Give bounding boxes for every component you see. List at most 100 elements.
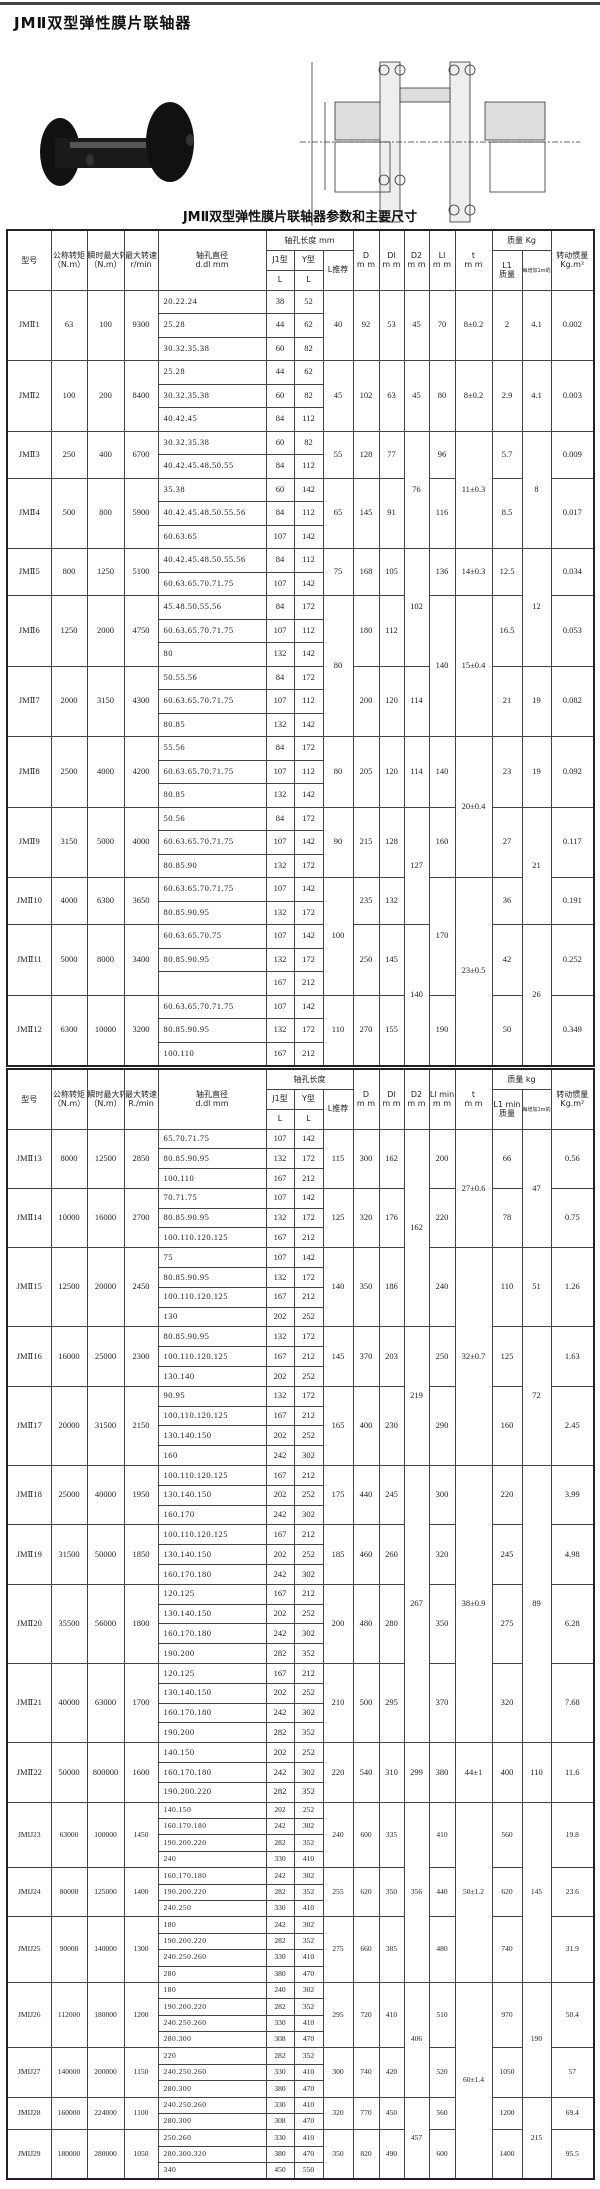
l-cell: 100	[322, 877, 354, 996]
j1-length-cell: 380	[265, 1965, 295, 1983]
y-length-cell: 302	[293, 1817, 324, 1836]
table-row: JMIJ29 180000 280000 1050 250.260 330 410 350 82…	[6, 2129, 595, 2180]
bore-diameter-cell: 100.110.120.125	[157, 1524, 267, 1546]
d1-cell: 112	[378, 595, 405, 667]
y-length-cell: 212	[293, 971, 324, 996]
y-length-cell: 252	[293, 1306, 324, 1328]
header-bore-diameter: 轴孔直径 d.dl mm	[157, 1068, 267, 1130]
d1-cell: 120	[378, 665, 405, 737]
mass-cell: 23	[491, 736, 523, 808]
bore-diameter-cell: 25.28	[157, 360, 267, 385]
model-cell: JMⅡ4	[6, 477, 52, 549]
table-row: 80.85 132 142	[7, 783, 594, 808]
table-row: JMⅡ20 35500 56000 1800 120.125 167 212 200 480 28…	[6, 1583, 595, 1665]
y-length-cell: 352	[293, 1998, 324, 2016]
header-d1: Dl m m	[378, 1068, 405, 1130]
speed-cell: 1950	[123, 1465, 159, 1526]
j1-length-cell: 84	[265, 665, 295, 690]
y-length-cell: 302	[293, 1702, 324, 1724]
mpm-cell: 19	[521, 736, 552, 808]
bore-diameter-cell: 30.32.35.38	[157, 430, 267, 455]
l1-cell: 320	[428, 1524, 456, 1585]
model-cell: JMⅡ10	[6, 877, 52, 925]
d-cell: 480	[352, 1583, 380, 1665]
d1-cell: 105	[378, 548, 405, 596]
mass-cell: 78	[491, 1187, 523, 1249]
bore-diameter-cell: 80.85.90	[157, 853, 267, 878]
y-length-cell: 112	[293, 618, 324, 643]
y-length-cell: 410	[293, 2063, 324, 2082]
l1-cell: 300	[428, 1465, 456, 1526]
inertia-cell: 4.98	[550, 1524, 595, 1585]
table-row: 25.28 44 62	[7, 313, 594, 338]
mpm-cell: 8	[521, 430, 552, 549]
bore-diameter-cell: 220	[157, 2047, 267, 2065]
header-d2: D2 m m	[403, 229, 430, 291]
j1-length-cell: 282	[265, 2047, 295, 2065]
d1-cell: 335	[378, 1801, 405, 1869]
j1-length-cell: 132	[265, 900, 295, 925]
peak-cell: 50000	[86, 1524, 125, 1585]
bore-diameter-cell: 240	[157, 1850, 267, 1869]
mass-cell: 275	[491, 1583, 523, 1665]
bore-diameter-cell: 240.250.260	[157, 2096, 267, 2115]
d-cell: 370	[352, 1326, 380, 1387]
y-length-cell: 410	[293, 1850, 324, 1869]
mpm-cell: 4.1	[521, 360, 552, 432]
t-cell: 8±0.2	[454, 289, 493, 361]
j1-length-cell: 60	[265, 430, 295, 455]
spec-table-2: 型号公称转矩（N.m）瞬时最大转矩（N.m）最大转速R./min轴孔直径d.dl…	[6, 1068, 596, 2181]
torque-cell: 6300	[50, 994, 88, 1066]
torque-cell: 63	[50, 289, 88, 361]
bore-diameter-cell	[157, 971, 267, 996]
j1-length-cell: 84	[265, 595, 295, 620]
header-torque: 公称转矩 （N.m）	[50, 1068, 88, 1130]
bore-diameter-cell: 50.56	[157, 806, 267, 831]
torque-cell: 500	[50, 477, 88, 549]
j1-length-cell: 60	[265, 383, 295, 408]
y-length-cell: 252	[293, 1603, 324, 1625]
bore-diameter-cell: 55.56	[157, 736, 267, 761]
torque-cell: 160000	[50, 2096, 88, 2131]
t-cell: 50±1.2	[454, 1801, 493, 1983]
t-cell: 15±0.4	[454, 595, 493, 737]
d-cell: 235	[352, 877, 380, 925]
bore-diameter-cell: 60.63.65.70.71.75	[157, 994, 267, 1019]
model-cell: JMⅡ21	[6, 1663, 52, 1744]
table-row: JMⅡ4 500 800 5900 35.38 60 142 65 145 91 116 8.5 0.0…	[6, 477, 595, 549]
table-row: 130.140.150 202 252	[7, 1603, 594, 1625]
model-cell: JMⅡ7	[6, 665, 52, 737]
table-row: 190.200 282 352	[7, 1722, 594, 1744]
model-cell: JMⅡ19	[6, 1524, 52, 1585]
j1-length-cell: 167	[265, 1286, 295, 1308]
l1-cell: 140	[428, 736, 456, 808]
table-row: 280.300 308 470	[7, 2031, 594, 2049]
mpm-cell: 145	[521, 1801, 552, 1983]
mpm-cell: 21	[521, 806, 552, 925]
header-d1: Dl m m	[378, 229, 405, 291]
bore-diameter-cell: 45.48.50.55.56	[157, 595, 267, 620]
bore-diameter-cell: 40.42.45.48.50.55.56	[157, 548, 267, 573]
l-cell: 350	[322, 2129, 354, 2180]
mass-cell: 12.5	[491, 548, 523, 596]
y-length-cell: 62	[293, 313, 324, 338]
torque-cell: 63000	[50, 1801, 88, 1869]
j1-length-cell: 282	[265, 1722, 295, 1744]
d-cell: 820	[352, 2129, 380, 2180]
y-length-cell: 252	[293, 1366, 324, 1387]
header-mass-per-meter: 每增加1m的质量	[521, 249, 552, 291]
d2-cell: 114	[403, 665, 430, 737]
j1-length-cell: 450	[265, 2162, 295, 2180]
j1-length-cell: 167	[265, 1663, 295, 1684]
d-cell: 250	[352, 924, 380, 996]
d1-cell: 310	[378, 1742, 405, 1803]
y-length-cell: 252	[293, 1742, 324, 1763]
model-cell: JMⅡ18	[6, 1465, 52, 1526]
torque-cell: 5000	[50, 924, 88, 996]
bore-diameter-cell: 100.110	[157, 1041, 267, 1066]
model-cell: JMⅡ1	[6, 289, 52, 361]
l1-cell: 240	[428, 1247, 456, 1328]
bore-diameter-cell: 80.85	[157, 783, 267, 808]
j1-length-cell: 282	[265, 1998, 295, 2016]
